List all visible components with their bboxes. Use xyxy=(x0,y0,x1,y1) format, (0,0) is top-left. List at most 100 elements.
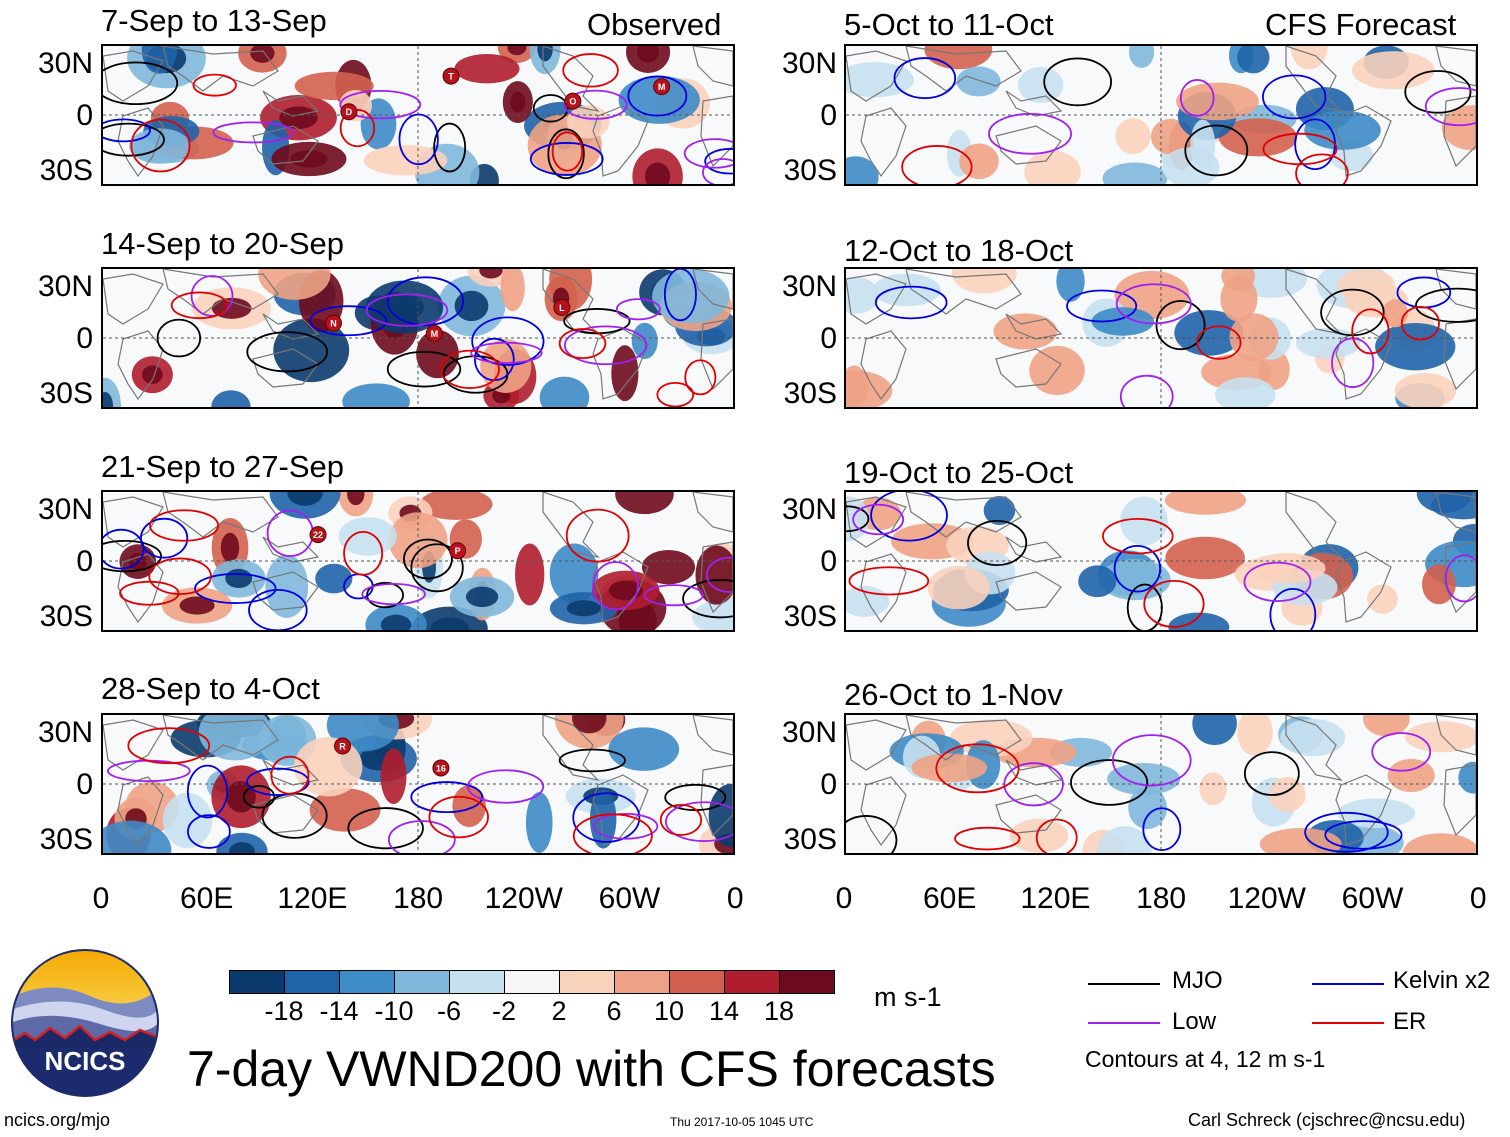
colorbar-tick-label: 10 xyxy=(653,996,685,1026)
coastline xyxy=(846,719,907,771)
coastline xyxy=(542,715,600,781)
wind-anomaly-blob xyxy=(1351,51,1435,90)
colorbar-swatch xyxy=(669,970,725,994)
map-observed-2: N M L xyxy=(101,267,735,409)
contour-kelvin-x2 xyxy=(1262,74,1327,120)
coastline xyxy=(905,715,1022,761)
wind-anomaly-blob xyxy=(1024,150,1081,184)
coastline xyxy=(252,348,319,388)
wind-anomaly-blob xyxy=(993,313,1058,350)
wind-anomaly-blob xyxy=(103,820,172,853)
contour-low xyxy=(615,298,661,321)
coastline xyxy=(162,715,279,761)
forecast-header: CFS Forecast xyxy=(1265,7,1457,42)
wind-anomaly-core xyxy=(385,293,424,321)
contour-mjo xyxy=(1070,759,1149,806)
contour-er xyxy=(1295,153,1349,184)
wind-anomaly-core xyxy=(229,842,255,853)
storm-label: L xyxy=(559,303,565,313)
coastline xyxy=(1435,46,1476,87)
wind-anomaly-blob xyxy=(1097,826,1152,853)
wind-anomaly-blob xyxy=(1295,328,1361,359)
wind-anomaly-blob xyxy=(1174,310,1244,356)
legend-note: Contours at 4, 12 m s-1 xyxy=(1085,1046,1326,1072)
lat-label: 0 xyxy=(820,545,837,578)
contour-low xyxy=(702,158,733,184)
coastline xyxy=(905,269,1022,315)
lon-label-forecast: 0 xyxy=(1469,882,1487,915)
coastline xyxy=(860,776,907,847)
lon-label-forecast: 120E xyxy=(1020,882,1091,915)
wind-anomaly-blob xyxy=(1164,492,1247,515)
legend-label-low: Low xyxy=(1172,1008,1217,1035)
wind-anomaly-blob xyxy=(1120,496,1168,546)
footer-url[interactable]: ncics.org/mjo xyxy=(4,1110,111,1130)
contour-mjo xyxy=(846,505,870,533)
wind-anomaly-blob xyxy=(608,727,680,771)
contour-er xyxy=(935,743,1020,794)
contour-er xyxy=(428,795,489,839)
contour-kelvin-x2 xyxy=(248,589,308,630)
contour-kelvin-x2 xyxy=(529,142,604,176)
contour-er xyxy=(339,108,376,148)
lat-label: 0 xyxy=(820,768,837,801)
wind-anomaly-blob xyxy=(1091,307,1155,336)
wind-anomaly-blob xyxy=(1029,345,1085,396)
wind-anomaly-core xyxy=(479,269,503,279)
coastline xyxy=(542,492,600,558)
legend-label-kelvin: Kelvin x2 xyxy=(1393,967,1491,994)
contour-low xyxy=(1444,554,1476,603)
lat-label: 30S xyxy=(783,823,837,856)
contour-kelvin-x2 xyxy=(187,814,231,849)
legend-label-mjo: MJO xyxy=(1172,967,1223,994)
lat-label: 30S xyxy=(783,154,837,187)
storm-marker: O xyxy=(564,92,582,110)
contour-er xyxy=(572,813,653,853)
contour-kelvin-x2 xyxy=(410,781,484,814)
colorbar-tick-label: -14 xyxy=(319,996,359,1026)
coastline xyxy=(1285,46,1343,112)
map-observed-4: R 16 xyxy=(101,713,735,855)
coastline xyxy=(1443,95,1476,168)
coastline xyxy=(1443,318,1476,391)
lat-label: 30S xyxy=(39,154,93,187)
storm-marker: R xyxy=(334,737,352,755)
colorbar-tick-label: 6 xyxy=(606,996,622,1026)
contour-kelvin-x2 xyxy=(1269,587,1317,630)
coastline xyxy=(905,46,1022,92)
coastline xyxy=(162,492,279,538)
wind-anomaly-core xyxy=(142,365,163,384)
wind-anomaly-blob xyxy=(338,517,397,556)
wind-anomaly-blob xyxy=(1405,721,1476,753)
coastline xyxy=(117,553,164,624)
contour-low xyxy=(1179,79,1215,117)
wind-anomaly-blob xyxy=(1099,559,1171,601)
lat-label: 30S xyxy=(783,377,837,410)
wind-anomaly-blob xyxy=(959,143,999,180)
coastline xyxy=(1335,774,1392,846)
coastline xyxy=(1443,764,1476,837)
contour-mjo xyxy=(846,815,898,853)
contour-er xyxy=(192,73,237,97)
wind-anomaly-blob xyxy=(1248,553,1326,584)
panel-title-observed-3: 21-Sep to 27-Sep xyxy=(101,449,345,484)
wind-anomaly-blob xyxy=(846,276,880,314)
contour-mjo xyxy=(1184,124,1249,177)
colorbar-swatch xyxy=(229,970,285,994)
coastline xyxy=(1285,715,1343,781)
lon-label-forecast: 0 xyxy=(835,882,853,915)
contour-mjo xyxy=(103,122,165,157)
lat-label: 0 xyxy=(76,768,93,801)
wind-anomaly-blob xyxy=(1150,118,1191,155)
wind-anomaly-core xyxy=(430,617,469,630)
map-observed-1: D T O M xyxy=(101,44,735,186)
wind-anomaly-core xyxy=(225,568,253,589)
map-forecast-3 xyxy=(844,490,1478,632)
coastline xyxy=(262,313,320,340)
lat-label: 30N xyxy=(37,716,93,749)
coastline xyxy=(103,273,164,325)
coastline xyxy=(162,269,279,315)
map-observed-3: 22 P xyxy=(101,490,735,632)
contour-kelvin-x2 xyxy=(186,764,229,819)
wind-anomaly-core xyxy=(279,106,318,130)
